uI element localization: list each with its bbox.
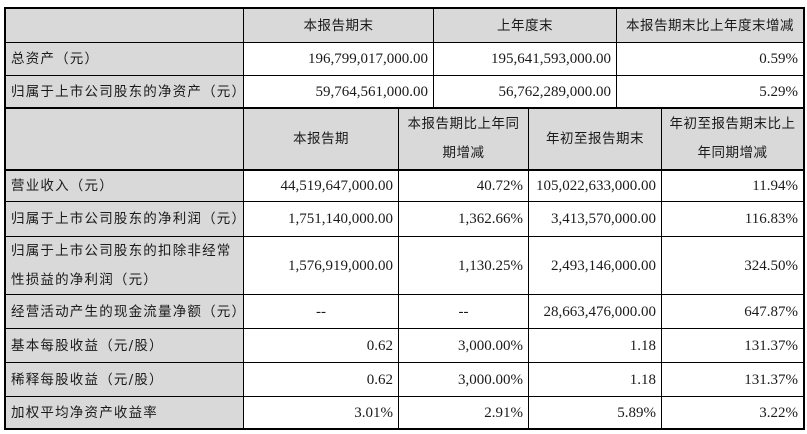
header-current-period: 本报告期 bbox=[243, 109, 398, 169]
header-change-vs-prior-year-end: 本报告期末比上年度末增减 bbox=[616, 9, 803, 42]
header-current-period-end: 本报告期末 bbox=[243, 9, 433, 42]
value-cell: 3,413,570,000.00 bbox=[528, 202, 661, 236]
table-row-net-profit-excl-nonrecurring: 归属于上市公司股东的扣除非经常性损益的净利润（元） 1,576,919,000.… bbox=[6, 236, 803, 294]
row-label: 归属于上市公司股东的净资产（元） bbox=[6, 76, 243, 107]
value-cell: 0.62 bbox=[243, 363, 398, 396]
row-label: 加权平均净资产收益率 bbox=[6, 397, 243, 428]
table-row-weighted-roe: 加权平均净资产收益率 3.01% 2.91% 5.89% 3.22% bbox=[6, 396, 803, 428]
value-cell: 195,641,593,000.00 bbox=[433, 43, 616, 75]
header-prior-year-end: 上年度末 bbox=[433, 9, 616, 42]
value-cell: 3,000.00% bbox=[398, 363, 528, 396]
row-label: 归属于上市公司股东的净利润（元） bbox=[6, 202, 243, 236]
value-cell: 1,130.25% bbox=[398, 237, 528, 294]
value-cell: 59,764,561,000.00 bbox=[243, 76, 433, 107]
value-cell: 2,493,146,000.00 bbox=[528, 237, 661, 294]
value-cell: 1,751,140,000.00 bbox=[243, 202, 398, 236]
value-cell: 5.29% bbox=[616, 76, 803, 107]
value-cell: 647.87% bbox=[661, 295, 803, 328]
value-cell: 28,663,476,000.00 bbox=[528, 295, 661, 328]
value-cell: 56,762,289,000.00 bbox=[433, 76, 616, 107]
value-cell: 1.18 bbox=[528, 363, 661, 396]
value-cell: 196,799,017,000.00 bbox=[243, 43, 433, 75]
row-label: 总资产（元） bbox=[6, 43, 243, 75]
header-ytd-yoy: 年初至报告期末比上年同期增减 bbox=[661, 109, 803, 169]
value-cell: 3.22% bbox=[661, 397, 803, 428]
financial-summary-table: 本报告期末 上年度末 本报告期末比上年度末增减 总资产（元） 196,799,0… bbox=[4, 7, 805, 430]
value-cell: 2.91% bbox=[398, 397, 528, 428]
row-label: 归属于上市公司股东的扣除非经常性损益的净利润（元） bbox=[6, 237, 243, 294]
value-cell: 40.72% bbox=[398, 171, 528, 201]
row-label: 稀释每股收益（元/股） bbox=[6, 363, 243, 396]
value-cell: 0.62 bbox=[243, 329, 398, 362]
value-cell: 1.18 bbox=[528, 329, 661, 362]
value-cell: 131.37% bbox=[661, 363, 803, 396]
value-cell: 0.59% bbox=[616, 43, 803, 75]
value-cell: 3,000.00% bbox=[398, 329, 528, 362]
table-row-operating-cash-flow: 经营活动产生的现金流量净额（元） -- -- 28,663,476,000.00… bbox=[6, 294, 803, 328]
value-cell: 44,519,647,000.00 bbox=[243, 171, 398, 201]
value-cell: 131.37% bbox=[661, 329, 803, 362]
value-cell: 1,362.66% bbox=[398, 202, 528, 236]
value-cell: -- bbox=[398, 295, 528, 328]
table-row-basic-eps: 基本每股收益（元/股） 0.62 3,000.00% 1.18 131.37% bbox=[6, 328, 803, 362]
header-ytd: 年初至报告期末 bbox=[528, 109, 661, 169]
value-cell: 1,576,919,000.00 bbox=[243, 237, 398, 294]
table-row-net-profit: 归属于上市公司股东的净利润（元） 1,751,140,000.00 1,362.… bbox=[6, 201, 803, 236]
value-cell: 5.89% bbox=[528, 397, 661, 428]
header-current-period-yoy: 本报告期比上年同期增减 bbox=[398, 109, 528, 169]
top-header-blank bbox=[6, 9, 243, 42]
value-cell: 116.83% bbox=[661, 202, 803, 236]
table-row-total-assets: 总资产（元） 196,799,017,000.00 195,641,593,00… bbox=[6, 42, 803, 75]
value-cell: 105,022,633,000.00 bbox=[528, 171, 661, 201]
table-row-diluted-eps: 稀释每股收益（元/股） 0.62 3,000.00% 1.18 131.37% bbox=[6, 362, 803, 396]
table-row-revenue: 营业收入（元） 44,519,647,000.00 40.72% 105,022… bbox=[6, 169, 803, 201]
value-cell: 11.94% bbox=[661, 171, 803, 201]
value-cell: 324.50% bbox=[661, 237, 803, 294]
row-label: 基本每股收益（元/股） bbox=[6, 329, 243, 362]
row-label: 经营活动产生的现金流量净额（元） bbox=[6, 295, 243, 328]
row-label: 营业收入（元） bbox=[6, 171, 243, 201]
top-header-row: 本报告期末 上年度末 本报告期末比上年度末增减 bbox=[6, 9, 803, 42]
table-row-net-assets: 归属于上市公司股东的净资产（元） 59,764,561,000.00 56,76… bbox=[6, 75, 803, 107]
value-cell: -- bbox=[243, 295, 398, 328]
bottom-header-row: 本报告期 本报告期比上年同期增减 年初至报告期末 年初至报告期末比上年同期增减 bbox=[6, 107, 803, 169]
bottom-header-blank bbox=[6, 109, 243, 169]
value-cell: 3.01% bbox=[243, 397, 398, 428]
